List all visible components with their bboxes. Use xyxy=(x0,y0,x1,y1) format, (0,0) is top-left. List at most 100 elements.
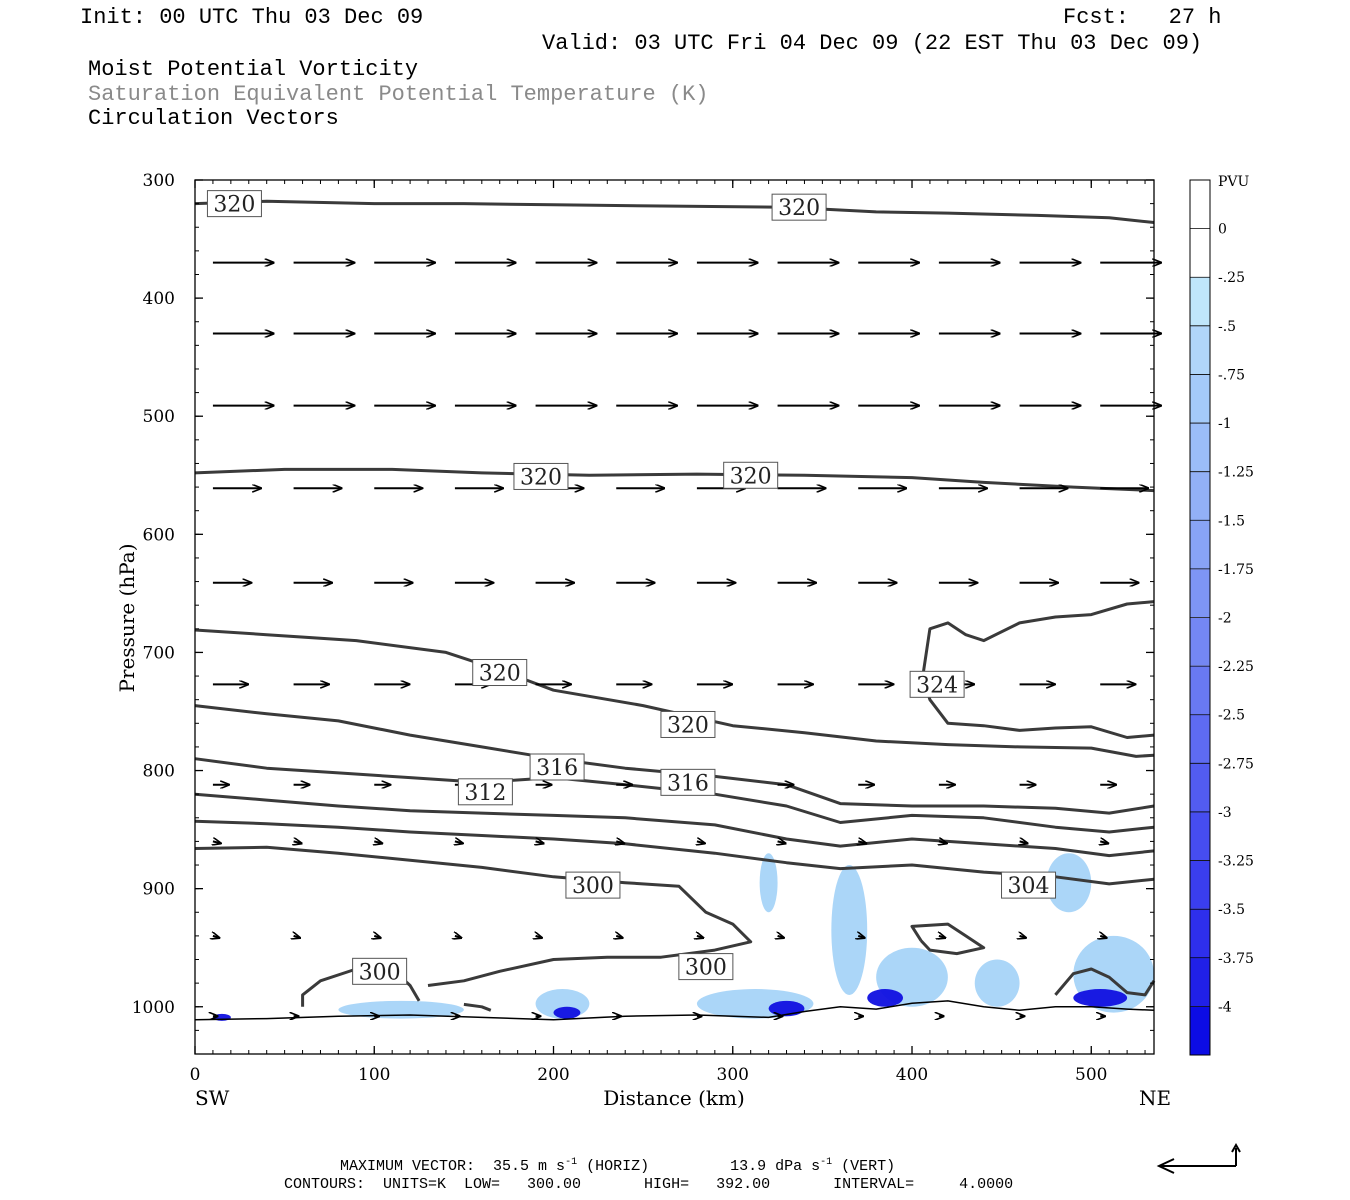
contour-label-box-4 xyxy=(472,659,528,687)
x-tick-label: 100 xyxy=(358,1065,390,1085)
vector-7-10 xyxy=(1020,841,1028,843)
y-tick-label: 900 xyxy=(143,880,175,900)
reference-vector-icon xyxy=(1156,1142,1241,1174)
vector-7-1 xyxy=(294,841,302,843)
colorbar-swatch-7 xyxy=(1189,520,1211,570)
vector-8-10 xyxy=(1020,936,1026,938)
contour-label-8: 316 xyxy=(667,771,709,796)
theta-300-loop xyxy=(463,1002,492,1012)
vector-7-4 xyxy=(536,841,544,843)
x-tick-label: 300 xyxy=(717,1065,749,1085)
contour-label-box-13 xyxy=(678,953,734,981)
contour-label-10: 300 xyxy=(572,874,614,899)
x-tick-label: 200 xyxy=(537,1065,569,1085)
y-tick-label: 1000 xyxy=(132,998,175,1018)
colorbar-label: -1.75 xyxy=(1218,562,1254,578)
contour-label-box-7 xyxy=(529,753,585,781)
vector-7-11 xyxy=(1100,841,1108,843)
contour-label-box-2 xyxy=(513,462,569,490)
pv-blob-9 xyxy=(867,989,904,1007)
theta-324-dome xyxy=(921,600,1155,739)
pv-blob-10 xyxy=(553,1006,581,1019)
contour-label-13: 300 xyxy=(685,956,727,981)
colorbar-label: -.25 xyxy=(1218,270,1245,286)
vert-exp: -1 xyxy=(820,1157,833,1168)
pv-blob-3 xyxy=(974,959,1020,1007)
colorbar-label: -3 xyxy=(1218,805,1232,821)
contours-info: CONTOURS: UNITS=K LOW= 300.00 HIGH= 392.… xyxy=(284,1176,1014,1193)
colorbar-swatch-4 xyxy=(1189,374,1211,424)
pv-colorbar: 0 -.25 -.5 -.75 -1 -1.25 -1.5 -1.75 -2 -2.25 -2.5 -… xyxy=(1189,179,1254,1056)
colorbar-swatch-1 xyxy=(1189,228,1211,278)
title-theta-es: Saturation Equivalent Potential Temperat… xyxy=(88,82,709,107)
contour-label-1: 320 xyxy=(778,196,820,221)
contour-label-3: 320 xyxy=(730,464,772,489)
colorbar-label: -.75 xyxy=(1218,367,1245,383)
vector-8-6 xyxy=(697,936,703,938)
colorbar-swatch-17 xyxy=(1189,1006,1211,1056)
vector-8-2 xyxy=(374,936,380,938)
vert-value: 13.9 dPa s xyxy=(730,1158,821,1175)
colorbar-label: -4 xyxy=(1218,999,1232,1015)
theta-304-right xyxy=(1054,967,1156,997)
theta-300 xyxy=(194,845,753,987)
colorbar-swatch-0 xyxy=(1189,179,1211,229)
contour-label-box-8 xyxy=(660,768,716,796)
pv-blob-1 xyxy=(831,865,868,995)
colorbar-swatch-14 xyxy=(1189,860,1211,910)
vector-8-0 xyxy=(213,936,219,938)
pv-blob-8 xyxy=(338,1000,464,1019)
colorbar-swatch-9 xyxy=(1189,617,1211,667)
colorbar-label: -1.25 xyxy=(1218,465,1254,481)
theta-308 xyxy=(194,792,1155,858)
colorbar-swatch-16 xyxy=(1189,957,1211,1007)
y-tick-label: 400 xyxy=(143,289,175,309)
horiz-value: 35.5 m s xyxy=(493,1158,566,1175)
theta-320-low xyxy=(194,628,1155,758)
contour-label-box-3 xyxy=(723,461,779,489)
title-vectors: Circulation Vectors xyxy=(88,106,339,131)
theta-320-mid xyxy=(194,467,1155,493)
contour-label-2: 320 xyxy=(520,465,562,490)
max-vector-line: MAXIMUM VECTOR: 35.5 m s-1 (HORIZ) 13.9 … xyxy=(340,1157,895,1175)
vert-tag: (VERT) xyxy=(841,1158,896,1175)
colorbar-label: -.5 xyxy=(1218,319,1236,335)
vector-8-3 xyxy=(455,936,461,938)
contour-labels: 320 320 320 320 320 324 320 316 316 312 300 304 300 3… xyxy=(206,190,1057,985)
y-tick-label: 500 xyxy=(143,407,175,427)
vector-7-6 xyxy=(697,841,705,843)
axes: 300 400 500 600 700 800 900 1000 0 100 200 300 400 50… xyxy=(132,171,1154,1085)
terrain xyxy=(194,1000,1155,1021)
colorbar-swatch-5 xyxy=(1189,422,1211,472)
contour-label-7: 316 xyxy=(536,756,578,781)
colorbar-swatch-10 xyxy=(1189,665,1211,715)
colorbar-label: -3.5 xyxy=(1218,902,1245,918)
vector-8-1 xyxy=(294,936,300,938)
vector-7-8 xyxy=(858,841,866,843)
colorbar-swatch-13 xyxy=(1189,811,1211,861)
title-mpv: Moist Potential Vorticity xyxy=(88,57,419,82)
theta-closed xyxy=(910,922,986,956)
max-vector-label: MAXIMUM VECTOR: xyxy=(340,1158,476,1175)
contour-label-0: 320 xyxy=(213,193,255,218)
colorbar-label: -1 xyxy=(1218,416,1232,432)
colorbar-swatch-15 xyxy=(1189,908,1211,959)
vector-7-3 xyxy=(455,841,463,843)
colorbar-label: -2.5 xyxy=(1218,708,1245,724)
x-axis-label: Distance (km) xyxy=(603,1086,745,1110)
colorbar-swatch-2 xyxy=(1189,276,1211,327)
contour-label-box-0 xyxy=(206,190,262,218)
colorbar-label: -2 xyxy=(1218,611,1232,627)
pv-blob-0 xyxy=(759,853,778,913)
colorbar-swatch-6 xyxy=(1189,471,1211,521)
contour-label-9: 312 xyxy=(464,781,506,806)
sw-label: SW xyxy=(195,1086,230,1110)
colorbar-swatch-8 xyxy=(1189,568,1211,618)
theta-320-top xyxy=(194,199,1155,224)
contour-label-box-12 xyxy=(352,957,408,985)
vector-8-5 xyxy=(616,936,622,938)
vector-8-8 xyxy=(858,936,864,938)
x-tick-label: 500 xyxy=(1075,1065,1107,1085)
plot-frame xyxy=(194,179,1155,1055)
